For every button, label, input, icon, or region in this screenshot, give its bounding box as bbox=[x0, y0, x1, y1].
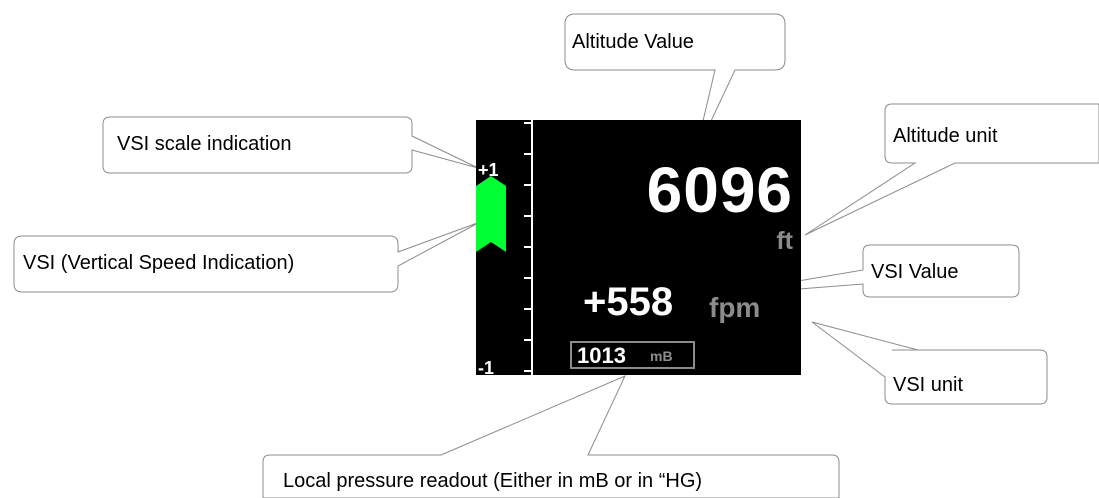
callout-label-vsi: VSI (Vertical Speed Indication) bbox=[23, 252, 295, 274]
pressure-unit: mB bbox=[650, 348, 673, 364]
pressure-readout: 1013 mB bbox=[570, 341, 695, 369]
callout-bubble-pressure bbox=[262, 375, 840, 498]
callout-bubble-altitude-unit bbox=[804, 103, 1099, 236]
vsi-unit: fpm bbox=[709, 292, 761, 323]
vsi-scale-tick bbox=[524, 308, 533, 310]
vsi-scale-tick bbox=[524, 184, 533, 186]
callout-label-vsi-scale: VSI scale indication bbox=[117, 133, 292, 155]
callout-bubble-vsi bbox=[13, 221, 481, 293]
callout-label-altitude-unit: Altitude unit bbox=[893, 125, 998, 147]
callout-label-vsi-unit: VSI unit bbox=[893, 374, 964, 396]
callout-bubble-altitude-value bbox=[564, 13, 786, 156]
vsi-scale-top-label: +1 bbox=[478, 160, 499, 180]
callout-bubble-vsi-scale bbox=[102, 116, 479, 174]
callout-label-pressure: Local pressure readout (Either in mB or … bbox=[283, 470, 703, 492]
callout-bubble-vsi-unit bbox=[811, 321, 1048, 405]
callout-label-altitude-value: Altitude Value bbox=[572, 31, 694, 53]
altitude-value: 6096 bbox=[646, 154, 793, 226]
vsi-scale-tick bbox=[524, 153, 533, 155]
altimeter-display: +1 -1 6096 ft +558 fpm 1013 mB bbox=[476, 120, 801, 375]
vsi-scale-tick bbox=[524, 339, 533, 341]
vsi-scale-tick bbox=[524, 122, 533, 124]
altitude-unit: ft bbox=[776, 227, 793, 255]
vsi-scale-tick bbox=[524, 370, 533, 372]
vsi-value: +558 bbox=[583, 280, 674, 324]
vsi-scale-bottom-label: -1 bbox=[478, 358, 495, 375]
vsi-scale-tick bbox=[524, 277, 533, 279]
vsi-scale-tick bbox=[524, 246, 533, 248]
vsi-scale-tick bbox=[524, 215, 533, 217]
vsi-indicator-arrow bbox=[476, 176, 506, 252]
pressure-value: 1013 bbox=[577, 343, 626, 368]
callout-label-vsi-value: VSI Value bbox=[871, 261, 959, 283]
